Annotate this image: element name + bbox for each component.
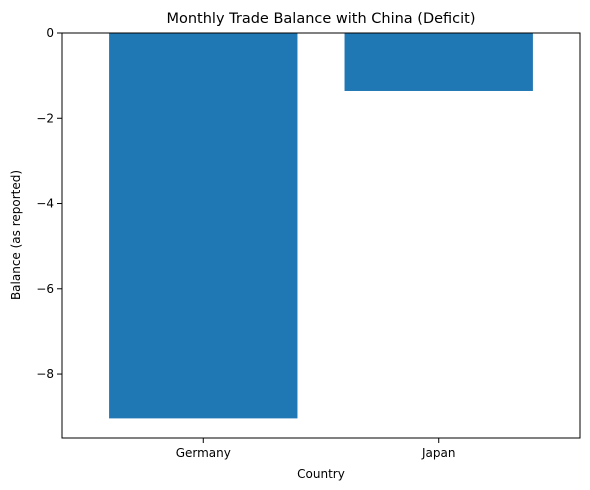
chart-title: Monthly Trade Balance with China (Defici… xyxy=(166,11,475,27)
bar-japan xyxy=(344,33,533,91)
x-axis-label: Country xyxy=(297,467,345,481)
plot-frame xyxy=(61,32,581,439)
y-tick-label: −2 xyxy=(36,111,54,125)
y-axis-ticks: 0 −2 −4 −6 −8 xyxy=(36,26,62,381)
bars xyxy=(109,33,533,419)
x-tick-label-japan: Japan xyxy=(421,446,455,460)
bar-germany xyxy=(109,33,298,419)
y-tick-label: −6 xyxy=(36,282,54,296)
x-axis-ticks: Germany Japan xyxy=(176,438,455,460)
y-tick-label: 0 xyxy=(46,26,54,40)
y-tick-label: −8 xyxy=(36,367,54,381)
x-tick-label-germany: Germany xyxy=(176,446,231,460)
y-tick-label: −4 xyxy=(36,197,54,211)
y-axis-label: Balance (as reported) xyxy=(9,170,23,300)
plot-area: 0 −2 −4 −6 −8 Germany Japan xyxy=(36,26,581,460)
